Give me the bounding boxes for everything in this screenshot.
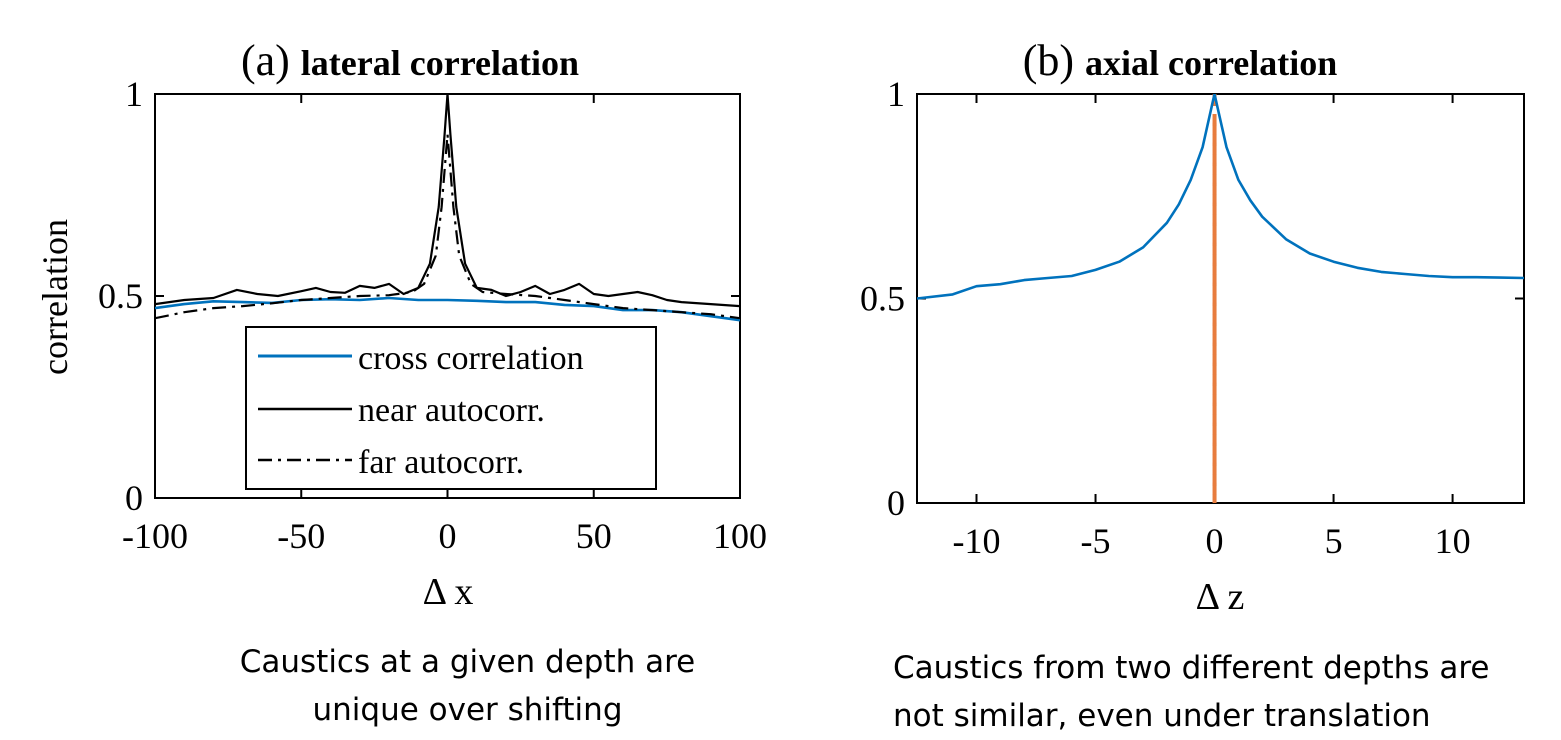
panel-b-y-tick-label: 1 xyxy=(887,74,905,114)
panel-a-x-tick-label: 0 xyxy=(439,516,457,556)
legend-label-cross-correlation: cross correlation xyxy=(358,340,584,377)
panel-a-x-tick-label: -50 xyxy=(277,516,325,556)
panel-b-x-tick-label: 5 xyxy=(1325,521,1343,561)
caption-b-line-2: not similar, even under translation xyxy=(893,698,1431,734)
panel-b-x-axis-label: Δ z xyxy=(1196,576,1245,618)
legend-label-far-autocorr: far autocorr. xyxy=(358,444,524,481)
caption-a: Caustics at a given depth are unique ove… xyxy=(160,638,775,734)
panel-a-legend: cross correlation near autocorr. far aut… xyxy=(245,326,657,490)
panel-b-label: (b) xyxy=(1023,36,1074,85)
caption-a-line-2: unique over shifting xyxy=(312,692,623,728)
panel-b-title-text: axial correlation xyxy=(1085,43,1337,83)
panel-b-y-tick-label: 0.5 xyxy=(860,279,905,319)
panel-a-y-tick-label: 0 xyxy=(125,478,143,518)
panel-a-label: (a) xyxy=(241,36,290,85)
panel-b-title: (b) axial correlation xyxy=(1023,36,1338,85)
legend-label-near-autocorr: near autocorr. xyxy=(358,392,545,429)
panel-b-y-tick-label: 0 xyxy=(887,483,905,523)
caption-a-line-1: Caustics at a given depth are xyxy=(239,644,696,680)
caption-b-line-1: Caustics from two different depths are xyxy=(893,650,1490,686)
panel-a-x-tick-label: -100 xyxy=(122,516,188,556)
caption-b: Caustics from two different depths are n… xyxy=(893,644,1489,740)
panel-b-x-tick-label: -10 xyxy=(953,521,1001,561)
panel-b-plot-area: -10 -5 0 5 10 0 0.5 1 xyxy=(860,74,1525,561)
panel-a-x-tick-label: 50 xyxy=(576,516,612,556)
panel-a-lateral-correlation: (a) lateral correlation -100 -50 0 50 100 0 0.… xyxy=(35,36,767,613)
panel-a-plot-area: -100 -50 0 50 100 0 0.5 1 xyxy=(98,74,767,556)
panel-a-y-tick-label: 0.5 xyxy=(98,276,143,316)
panel-a-x-tick-label: 100 xyxy=(713,516,767,556)
panel-a-series-near-autocorr xyxy=(155,94,740,308)
panel-a-title-text: lateral correlation xyxy=(301,43,579,83)
panel-b-series-0 xyxy=(917,94,1524,300)
panel-b-x-tick-label: 0 xyxy=(1206,521,1224,561)
panel-b-axes-frame xyxy=(916,93,1525,504)
panel-a-title: (a) lateral correlation xyxy=(241,36,579,85)
panel-b-x-tick-label: -5 xyxy=(1081,521,1111,561)
panel-b-axial-correlation: (b) axial correlation -10 -5 0 5 10 0 0.5 1 Δ z xyxy=(860,36,1525,618)
panel-a-y-tick-label: 1 xyxy=(125,74,143,114)
panel-a-x-axis-label: Δ x xyxy=(423,571,474,613)
panel-a-series-cross-correlation xyxy=(155,296,740,322)
panel-a-y-axis-label: correlation xyxy=(35,219,75,375)
panel-a-series-far-autocorr xyxy=(155,133,740,320)
panel-b-x-tick-label: 10 xyxy=(1435,521,1471,561)
